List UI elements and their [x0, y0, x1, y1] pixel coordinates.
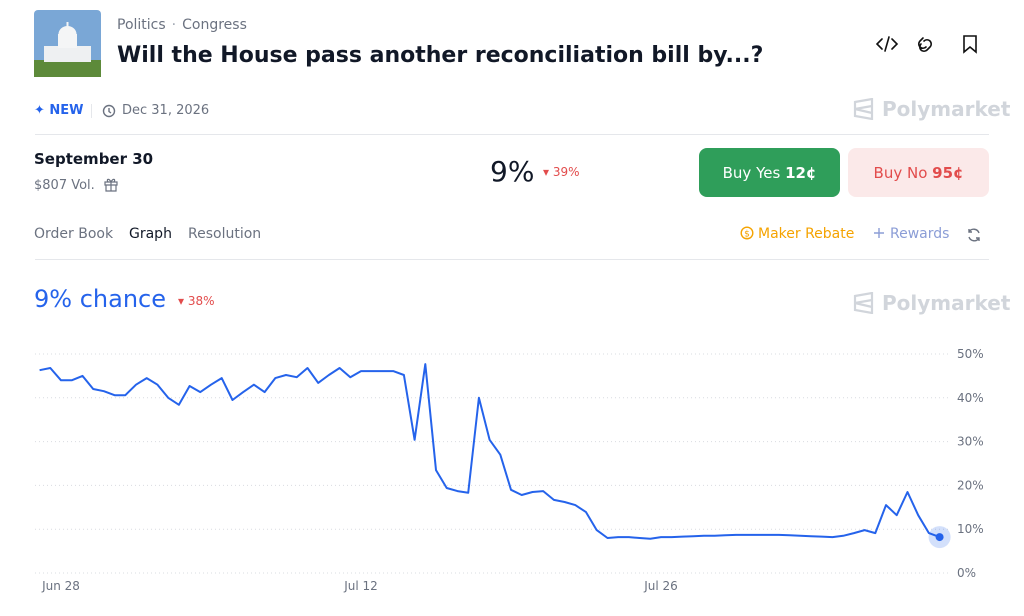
- chart-brand-name: Polymarket: [882, 291, 1011, 315]
- buy-yes-button[interactable]: Buy Yes 12¢: [699, 148, 840, 197]
- price-line: [39, 363, 940, 540]
- divider: [35, 259, 989, 260]
- y-tick-label: 10%: [957, 522, 984, 536]
- y-tick-label: 30%: [957, 435, 984, 449]
- x-tick-label: Jun 28: [41, 579, 80, 593]
- volume-text: $807 Vol.: [34, 178, 95, 193]
- outcome-name: September 30: [34, 150, 154, 168]
- link-icon[interactable]: [917, 37, 933, 53]
- market-thumbnail: [34, 10, 101, 77]
- maker-rebate-label: Maker Rebate: [758, 226, 855, 242]
- gift-icon[interactable]: [103, 176, 119, 192]
- y-tick-label: 20%: [957, 478, 984, 492]
- maker-rebate[interactable]: $ Maker Rebate: [740, 226, 854, 242]
- brand-name: Polymarket: [882, 97, 1011, 121]
- brand-logo: [853, 291, 874, 315]
- chart-title: 9% chance: [34, 285, 166, 313]
- y-tick-label: 40%: [957, 391, 984, 405]
- divider: [35, 134, 989, 135]
- buy-yes-price: 12¢: [785, 163, 817, 182]
- brand: Polymarket: [852, 97, 1010, 121]
- rewards[interactable]: Rewards: [873, 226, 949, 242]
- buy-no-button[interactable]: Buy No 95¢: [848, 148, 989, 197]
- divider: [91, 104, 92, 118]
- tab-order-book[interactable]: Order Book: [34, 226, 114, 242]
- y-tick-label: 0%: [957, 566, 976, 580]
- x-tick-label: Jul 12: [343, 579, 378, 593]
- coin-icon: $: [740, 226, 754, 240]
- new-badge: ✦ NEW: [34, 103, 84, 118]
- price-chart: 0% 10% 20% 30% 40% 50% Jun 28 Jul 12 Jul 26: [35, 347, 984, 593]
- new-label: NEW: [49, 103, 84, 118]
- volume: $807 Vol.: [34, 176, 119, 193]
- end-date: Dec 31, 2026: [122, 103, 210, 118]
- bookmark-icon[interactable]: [963, 35, 977, 54]
- brand-logo: [853, 97, 874, 121]
- clock-icon: [102, 104, 116, 118]
- embed-icon[interactable]: [876, 36, 899, 52]
- buy-yes-label: Buy Yes: [722, 163, 781, 182]
- category[interactable]: Politics: [117, 17, 166, 33]
- subcategory[interactable]: Congress: [166, 17, 247, 33]
- chart-brand: Polymarket: [852, 291, 1010, 315]
- refresh-icon[interactable]: [966, 227, 982, 243]
- chart-change: ▾ 38%: [178, 294, 215, 308]
- svg-text:$: $: [744, 230, 750, 240]
- y-tick-label: 50%: [957, 347, 984, 361]
- market-title: Will the House pass another reconciliati…: [117, 43, 764, 68]
- tab-graph[interactable]: Graph: [129, 226, 172, 242]
- chart-change-value: 38%: [187, 294, 215, 308]
- probability: 9%: [490, 155, 535, 188]
- tab-resolution[interactable]: Resolution: [188, 226, 262, 242]
- breadcrumb: PoliticsCongress: [117, 17, 247, 33]
- header-icons: [876, 35, 977, 54]
- plus-icon: [874, 228, 884, 238]
- buy-no-label: Buy No: [873, 163, 928, 182]
- x-tick-label: Jul 26: [643, 579, 678, 593]
- change-value: 39%: [552, 165, 580, 179]
- buy-no-price: 95¢: [932, 163, 964, 182]
- rewards-label: Rewards: [890, 226, 950, 242]
- last-point: [935, 533, 944, 542]
- probability-change: ▾ 39%: [543, 165, 580, 179]
